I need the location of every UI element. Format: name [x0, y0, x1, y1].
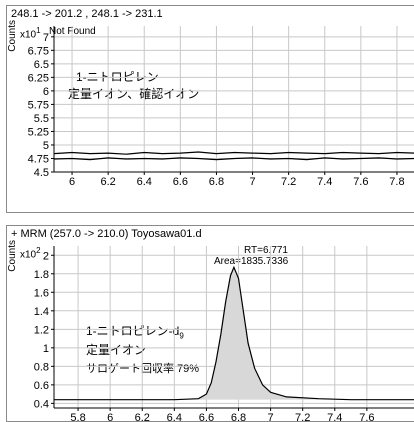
chart-panel-1: 248.1 -> 201.2 , 248.1 -> 231.1 Counts x…: [6, 5, 414, 213]
y-tick-label: 5.75: [28, 99, 49, 111]
x-tick-label: 7.8: [389, 176, 404, 188]
y-tick-label: 0.6: [34, 380, 49, 392]
y-tick-label: 0.8: [34, 361, 49, 373]
x-tick-label: 6: [107, 412, 113, 422]
x-tick-label: 7.2: [295, 412, 310, 422]
y-tick-label: 5.25: [28, 126, 49, 138]
x-tick-label: 6.4: [137, 176, 152, 188]
y-scale-label: x102: [20, 246, 41, 261]
y-tick-label: 6: [43, 86, 49, 98]
peak-area-fill: [54, 267, 414, 400]
x-tick-label: 7.4: [317, 176, 332, 188]
y-tick-label: 5: [43, 140, 49, 152]
series-line: [54, 265, 414, 401]
series-line: [53, 157, 414, 161]
x-tick-label: 7.2: [281, 176, 296, 188]
y-tick-label: 0.4: [34, 398, 49, 410]
chart-panel-2: + MRM (257.0 -> 210.0) Toyosawa01.d Coun…: [6, 225, 414, 422]
chart-plot-2: 2 1.8 1.6 1.4 1.2 1 0.8 0.6 0.4 5.8 6 6.2 6.4 6.6 6.8 7…: [34, 246, 414, 422]
y-tick-label: 7: [43, 32, 49, 44]
x-tick-label: 6.6: [173, 176, 188, 188]
y-tick-label: 1.4: [34, 306, 49, 318]
x-tick-label: 6.8: [231, 412, 246, 422]
y-tick-label: 1.8: [34, 269, 49, 281]
y-tick-label: 6.25: [28, 72, 49, 84]
y-tick-label: 4.5: [34, 167, 49, 179]
x-tick-label: 6: [69, 176, 75, 188]
y-tick-label: 1.2: [34, 324, 49, 336]
compound-label: 1-ニトロピレン-d9: [86, 324, 184, 341]
x-tick-label: 7.6: [353, 176, 368, 188]
x-tick-label: 7: [249, 176, 255, 188]
chart-header: 248.1 -> 201.2 , 248.1 -> 231.1: [11, 8, 163, 20]
chart-header: + MRM (257.0 -> 210.0) Toyosawa01.d: [11, 228, 202, 240]
y-tick-label: 1: [43, 343, 49, 355]
y-tick-label: 2: [43, 250, 49, 262]
peak-area-label: Area=1835.7336: [214, 256, 289, 267]
series-line: [53, 151, 414, 155]
x-tick-label: 6.2: [101, 176, 116, 188]
x-tick-label: 7.6: [359, 412, 374, 422]
y-tick-label: 1.6: [34, 287, 49, 299]
x-tick-label: 6.4: [167, 412, 182, 422]
y-tick-label: 4.75: [28, 153, 49, 165]
x-tick-label: 6.6: [199, 412, 214, 422]
y-tick-label: 5.5: [34, 113, 49, 125]
x-tick-label: 6.8: [209, 176, 224, 188]
x-tick-label: 7.4: [327, 412, 342, 422]
x-tick-label: 6.2: [135, 412, 150, 422]
y-scale-label: x101: [20, 26, 41, 41]
ion-label: 定量イオン: [86, 343, 147, 357]
x-tick-label: 5.8: [70, 412, 85, 422]
x-tick-label: 7: [268, 412, 274, 422]
peak-rt-label: RT=6.771: [243, 245, 288, 256]
y-tick-label: 6.5: [34, 59, 49, 71]
y-tick-label: 6.75: [28, 45, 49, 57]
